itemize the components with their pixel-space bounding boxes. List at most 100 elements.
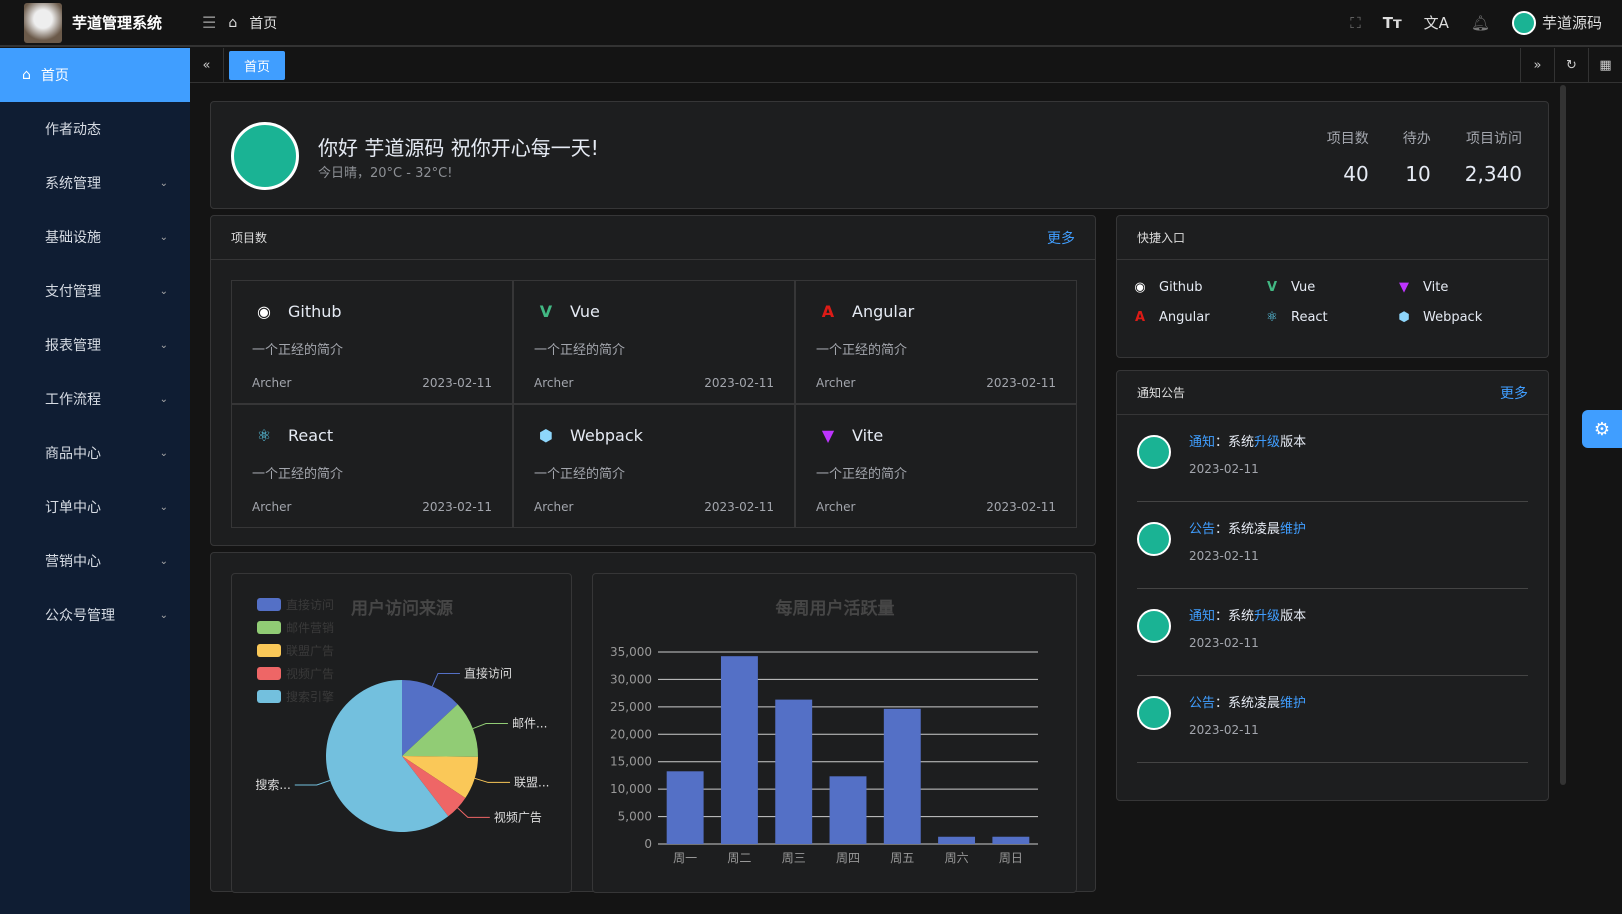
pie-chart-panel: 用户访问来源 直接访问 邮件营销 联盟广告 视频广告 搜索引擎 直接访问 邮件... 联盟...… [231,573,572,893]
sidebar-item[interactable]: 支付管理 ⌄ [0,264,190,318]
scroll-left-icon[interactable]: « [190,47,224,83]
project-card[interactable]: ◉ Github 一个正经的简介 Archer 2023-02-11 [231,280,513,404]
chevron-down-icon: ⌄ [159,177,168,189]
quick-link[interactable]: A Angular [1131,308,1263,326]
quick-link[interactable]: ◉ Github [1131,278,1263,296]
sidebar-item[interactable]: 作者动态 [0,102,190,156]
more-link[interactable]: 更多 [1500,385,1528,402]
legend-label: 联盟广告 [286,644,334,658]
sidebar-item[interactable]: 营销中心 ⌄ [0,534,190,588]
notice-item[interactable]: 通知：系统升级版本 2023-02-11 [1137,415,1528,502]
x-tick-label: 周一 [673,851,697,865]
project-desc: 一个正经的简介 [816,467,908,482]
notice-text: 版本 [1280,609,1307,624]
chevron-down-icon: ⌄ [159,393,168,405]
notice-text: 系统凌晨 [1228,522,1281,537]
project-card[interactable]: ⚛ React 一个正经的简介 Archer 2023-02-11 [231,404,513,528]
avatar [1137,435,1171,469]
quick-link[interactable]: ▼ Vite [1395,278,1527,296]
font-size-icon[interactable]: Tт [1382,13,1402,32]
project-card[interactable]: V Vue 一个正经的简介 Archer 2023-02-11 [513,280,795,404]
avatar [231,122,299,190]
webpack-icon: ⬢ [1398,309,1410,325]
pie-label-line [472,723,508,730]
quick-link-label: React [1291,309,1328,325]
quick-link-label: Vite [1423,279,1449,295]
sidebar-item[interactable]: 报表管理 ⌄ [0,318,190,372]
project-name: React [288,425,334,445]
sidebar-item[interactable]: 基础设施 ⌄ [0,210,190,264]
scroll-right-icon[interactable]: » [1520,47,1554,83]
bar [666,771,704,844]
project-card[interactable]: ⬢ Webpack 一个正经的简介 Archer 2023-02-11 [513,404,795,528]
stat-projects: 项目数 40 [1326,131,1369,186]
bar [720,656,758,844]
angular-icon: A [821,301,835,321]
sidebar-item-label: 公众号管理 [45,608,115,624]
menu-fold-icon[interactable]: ☰ [202,13,217,32]
quick-link[interactable]: V Vue [1263,278,1395,296]
legend-label: 邮件营销 [286,621,334,635]
notice-highlight: 维护 [1280,522,1307,537]
sidebar-item-label: 基础设施 [45,230,101,246]
more-link[interactable]: 更多 [1047,230,1075,247]
sidebar-item[interactable]: 商品中心 ⌄ [0,426,190,480]
greeting: 你好 芋道源码 祝你开心每一天! [318,136,599,160]
notices-card: 通知公告 更多 通知：系统升级版本 2023-02-11 公告：系统凌晨维护 2023-… [1116,370,1549,801]
notice-item[interactable]: 公告：系统凌晨维护 2023-02-11 [1137,502,1528,589]
grid-menu-icon[interactable]: ▦ [1588,47,1622,83]
notice-item[interactable]: 通知：系统升级版本 2023-02-11 [1137,589,1528,676]
sidebar-item-label: 商品中心 [45,446,101,462]
app-title: 芋道管理系统 [72,14,163,32]
sidebar-item-label: 支付管理 [45,284,101,300]
pie-label-line [431,672,460,687]
bar [992,836,1030,844]
project-name: Webpack [570,425,643,445]
breadcrumb[interactable]: 首页 [249,15,278,32]
sidebar-item[interactable]: 公众号管理 ⌄ [0,588,190,642]
notice-highlight: 升级 [1254,609,1281,624]
y-tick-label: 5,000 [618,810,652,824]
sidebar-item[interactable]: 工作流程 ⌄ [0,372,190,426]
notice-highlight: 维护 [1280,696,1307,711]
charts-card: 用户访问来源 直接访问 邮件营销 联盟广告 视频广告 搜索引擎 直接访问 邮件... 联盟...… [210,552,1096,893]
x-tick-label: 周三 [782,851,806,865]
translate-icon[interactable]: 文A [1423,14,1449,32]
project-card[interactable]: A Angular 一个正经的简介 Archer 2023-02-11 [795,280,1077,404]
avatar [1137,522,1171,556]
notice-item[interactable]: 公告：系统凌晨维护 2023-02-11 [1137,676,1528,763]
avatar [1137,696,1171,730]
sidebar-item[interactable]: ⌂ 首页 [0,48,190,102]
notice-type: 公告 [1189,522,1216,537]
notice-date: 2023-02-11 [1189,549,1259,563]
separator: ： [1215,435,1229,450]
tab-home[interactable]: 首页 [229,50,286,80]
notice-date: 2023-02-11 [1189,462,1259,476]
chevron-down-icon: ⌄ [159,609,168,621]
scrollbar[interactable] [1560,85,1566,785]
sidebar-item-label: 营销中心 [45,554,101,570]
y-tick-label: 20,000 [610,727,652,741]
settings-gear-button[interactable]: ⚙ [1582,410,1622,448]
sidebar-item[interactable]: 订单中心 ⌄ [0,480,190,534]
home-icon: ⌂ [228,14,238,31]
bell-icon[interactable]: 🔔︎ [1470,13,1490,32]
weather: 今日晴，20°C - 32°C! [318,166,453,181]
quick-link[interactable]: ⬢ Webpack [1395,308,1527,326]
webpack-icon: ⬢ [539,425,553,445]
sidebar-item-label: 报表管理 [45,338,101,354]
sidebar-item[interactable]: 系统管理 ⌄ [0,156,190,210]
react-icon: ⚛ [256,425,272,445]
user-menu[interactable]: 芋道源码 [1511,10,1602,35]
legend-label: 搜索引擎 [286,689,334,704]
project-card[interactable]: ▼ Vite 一个正经的简介 Archer 2023-02-11 [795,404,1077,528]
quick-link[interactable]: ⚛ React [1263,308,1395,326]
logo[interactable]: 芋道管理系统 [0,2,190,43]
fullscreen-icon[interactable]: ⛶ [1350,13,1361,32]
quick-link-label: Vue [1291,279,1316,295]
vite-icon: ▼ [1399,279,1409,295]
pie-slice [326,680,449,832]
refresh-icon[interactable]: ↻ [1554,47,1588,83]
vue-icon: V [539,301,553,321]
project-date: 2023-02-11 [422,500,492,514]
